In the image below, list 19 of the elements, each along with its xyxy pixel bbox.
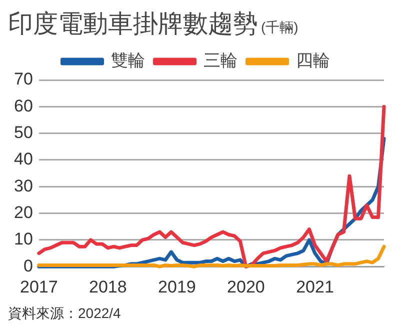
x-tick-label: 2018 [89, 277, 127, 296]
y-tick-label: 70 [14, 70, 33, 89]
x-tick-label: 2017 [20, 277, 58, 296]
legend-label: 雙輪 [110, 51, 145, 70]
y-tick-label: 40 [14, 150, 33, 169]
chart-subtitle: (千輛) [261, 19, 298, 35]
y-tick-label: 0 [23, 256, 33, 276]
x-tick-label: 2021 [296, 277, 334, 296]
x-tick-label: 2020 [227, 277, 265, 296]
legend-label: 四輪 [296, 51, 330, 70]
x-tick-label: 2019 [158, 277, 196, 296]
chart-title: 印度電動車掛牌數趨勢 [8, 10, 258, 38]
y-tick-label: 20 [14, 202, 33, 222]
y-tick-label: 50 [14, 123, 33, 142]
source-note: 資料來源：2022/4 [8, 305, 122, 323]
legend-label: 三輪 [203, 51, 238, 70]
y-tick-label: 60 [14, 96, 33, 116]
y-tick-label: 30 [14, 176, 33, 196]
y-tick-label: 10 [14, 230, 33, 249]
